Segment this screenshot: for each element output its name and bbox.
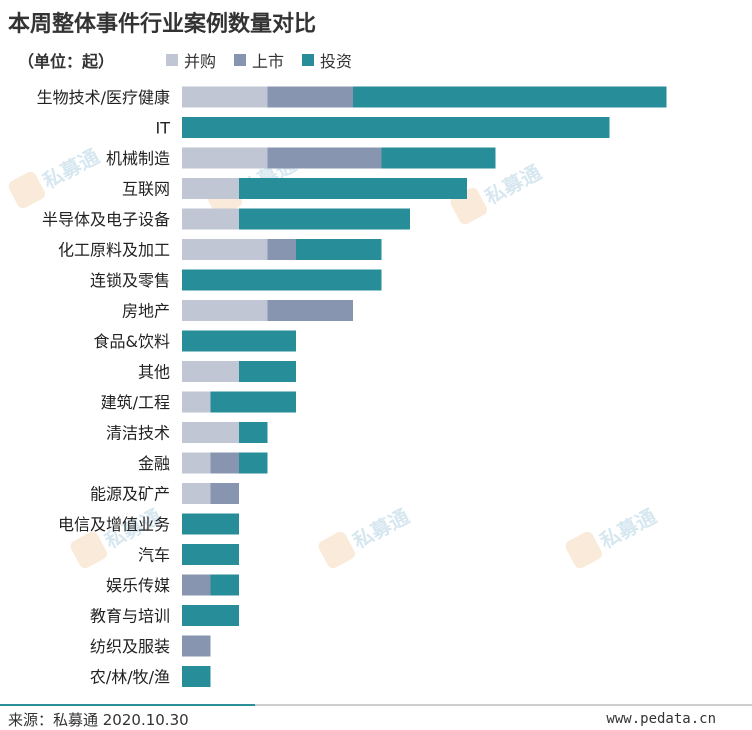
legend: 并购 上市 投资 <box>166 48 352 72</box>
category-label: 电信及增值业务 <box>58 515 170 534</box>
bar-segment-investment <box>210 574 239 596</box>
bar-segment-ipo <box>182 635 211 657</box>
bar-segment-investment <box>381 147 496 169</box>
bar-segment-investment <box>239 178 467 199</box>
bar-segment-mna <box>182 391 211 413</box>
bar-segment-mna <box>182 300 268 321</box>
bar-segment-ipo <box>267 86 353 108</box>
bar-segment-ipo <box>267 147 382 169</box>
unit-label: （单位：起） <box>18 52 115 71</box>
bar-segment-ipo <box>210 483 239 504</box>
chart-title: 本周整体事件行业案例数量对比 <box>8 12 317 37</box>
source-note: 来源：私募通 2020.10.30 <box>8 711 189 729</box>
bar-segment-ipo <box>267 239 296 260</box>
bar-segment-investment <box>182 513 239 535</box>
bar-segment-mna <box>182 86 268 108</box>
bar-segment-investment <box>182 330 296 352</box>
bar-segment-mna <box>182 208 239 230</box>
bar-segment-investment <box>239 452 268 474</box>
category-label: 教育与培训 <box>90 607 170 626</box>
legend-swatch-mna <box>166 54 178 66</box>
bar-segment-ipo <box>210 452 239 474</box>
legend-item-ipo: 上市 <box>234 48 284 72</box>
bar-segment-ipo <box>267 300 353 321</box>
legend-label-mna: 并购 <box>184 52 217 71</box>
bar-segment-mna <box>182 147 268 169</box>
category-label: 机械制造 <box>106 149 170 168</box>
bar-segment-mna <box>182 483 211 504</box>
bar-segment-mna <box>182 178 239 199</box>
category-label: 能源及矿产 <box>90 485 170 504</box>
site-url: www.pedata.cn <box>606 711 716 727</box>
bar-segment-mna <box>182 361 239 382</box>
category-label: IT <box>156 119 171 138</box>
bar-segment-investment <box>182 666 211 687</box>
bar-segment-investment <box>182 544 239 565</box>
bar-segment-mna <box>182 422 239 443</box>
legend-label-investment: 投资 <box>320 52 353 71</box>
category-label: 金融 <box>138 454 170 473</box>
category-label: 农/林/牧/渔 <box>90 668 170 687</box>
category-label: 连锁及零售 <box>90 271 170 290</box>
legend-swatch-ipo <box>234 54 247 66</box>
bar-segment-investment <box>296 239 382 260</box>
category-label: 生物技术/医疗健康 <box>37 88 170 107</box>
bar-segment-investment <box>182 269 382 291</box>
legend-item-investment: 投资 <box>302 48 352 72</box>
category-label: 纺织及服装 <box>90 637 170 656</box>
bar-segment-investment <box>353 86 667 108</box>
bar-segment-investment <box>182 605 239 626</box>
bar-segment-ipo <box>182 574 211 596</box>
stacked-bar-chart: 生物技术/医疗健康 IT 机械制造互联网半导体及电子设备化工原料及加工连锁及零售房地… <box>37 86 667 687</box>
category-label: 化工原料及加工 <box>58 241 170 260</box>
category-label: 食品&饮料 <box>94 332 170 351</box>
bar-segment-mna <box>182 452 211 474</box>
bar-segment-mna <box>182 239 268 260</box>
bar-segment-investment <box>239 361 296 382</box>
category-label: 其他 <box>138 363 170 382</box>
category-label: 清洁技术 <box>106 424 170 443</box>
category-label: 建筑/工程 <box>101 393 170 412</box>
footer-divider <box>0 704 752 706</box>
footer-divider-accent <box>0 704 255 706</box>
legend-swatch-investment <box>302 54 315 66</box>
category-label: 汽车 <box>138 546 170 565</box>
bar-segment-investment <box>182 117 610 138</box>
bar-segment-investment <box>239 208 410 230</box>
category-label: 互联网 <box>122 180 170 199</box>
bar-segment-investment <box>239 422 268 443</box>
category-label: 半导体及电子设备 <box>42 210 170 229</box>
legend-label-ipo: 上市 <box>252 52 285 71</box>
category-label: 娱乐传媒 <box>106 576 170 595</box>
bar-segment-investment <box>210 391 296 413</box>
category-label: 房地产 <box>122 302 170 321</box>
legend-item-mna: 并购 <box>166 48 216 72</box>
